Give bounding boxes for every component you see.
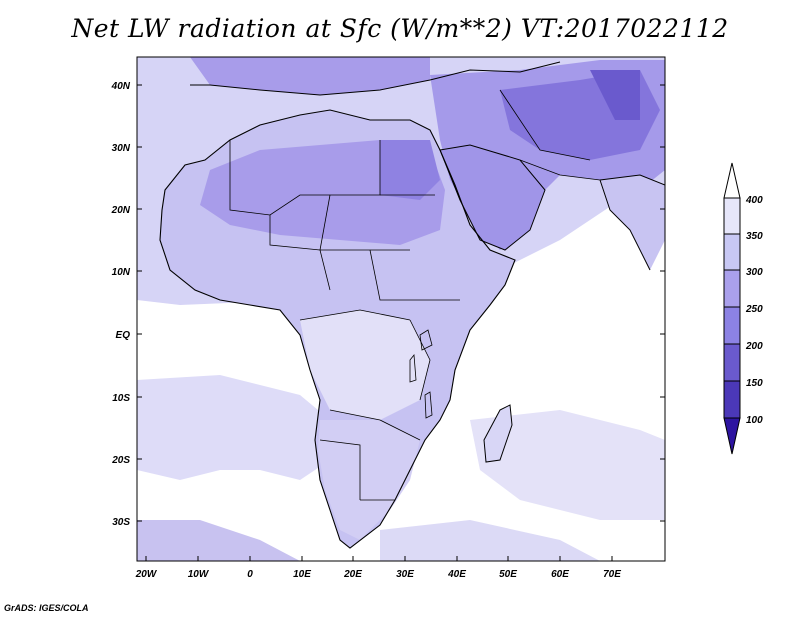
colorbar-bin-350-400 <box>723 197 741 235</box>
colorbar-label-250: 250 <box>745 304 763 315</box>
colorbar-bin-250-300 <box>723 269 741 308</box>
colorbar-label-400: 400 <box>745 195 763 206</box>
x-label-30e: 30E <box>396 569 414 580</box>
radiation-field-south-indian <box>470 410 665 520</box>
map-frame <box>136 56 666 562</box>
x-label-10e: 10E <box>293 569 311 580</box>
mediterranean-coastline <box>190 61 561 96</box>
y-label-20n: 20N <box>111 205 131 216</box>
x-label-70e: 70E <box>603 569 621 580</box>
india-coastline <box>599 174 665 271</box>
radiation-field-south-atlantic <box>137 375 330 480</box>
y-label-10s: 10S <box>112 393 130 404</box>
colorbar-top-arrow <box>723 162 741 199</box>
x-label-20w: 20W <box>135 569 158 580</box>
equatorial-zone <box>300 310 430 420</box>
map-title: Net LW radiation at Sfc (W/m**2) VT:2017… <box>71 14 729 43</box>
madagascar-landmass <box>484 405 512 462</box>
y-label-30s: 30S <box>112 517 130 528</box>
arabia-landmass <box>440 145 545 250</box>
country-borders <box>229 89 601 501</box>
radiation-field-southwest <box>137 520 300 561</box>
colorbar-label-150: 150 <box>746 378 763 389</box>
colorbar-label-350: 350 <box>746 231 763 242</box>
grads-credit: GrADS: IGES/COLA <box>4 603 89 613</box>
map-plot-area <box>137 57 665 561</box>
y-label-10n: 10N <box>112 267 131 278</box>
x-label-40e: 40E <box>447 569 466 580</box>
arabia-coastline <box>439 144 546 251</box>
egypt-sudan-zone <box>380 140 440 200</box>
x-label-0: 0 <box>247 569 253 580</box>
india-landmass <box>600 175 665 270</box>
y-label-eq: EQ <box>116 330 131 341</box>
colorbar: 400 350 300 250 200 150 100 <box>723 162 763 455</box>
x-label-50e: 50E <box>499 569 517 580</box>
colorbar-bin-200-250 <box>723 306 741 345</box>
central-asia-lowest <box>590 70 640 120</box>
y-label-40n: 40N <box>111 81 131 92</box>
colorbar-label-300: 300 <box>746 267 763 278</box>
colorbar-bin-100-150 <box>723 380 741 419</box>
colorbar-bottom-arrow <box>723 417 741 455</box>
x-label-10w: 10W <box>188 569 210 580</box>
colorbar-bin-300-350 <box>723 233 741 271</box>
x-label-20e: 20E <box>343 569 362 580</box>
radiation-field-southern-ocean <box>380 520 600 561</box>
colorbar-label-200: 200 <box>745 341 763 352</box>
y-axis: 40N 30N 20N 10N EQ 10S 20S 30S <box>111 81 665 528</box>
colorbar-label-100: 100 <box>746 415 763 426</box>
lakes <box>409 329 433 419</box>
x-label-60e: 60E <box>551 569 569 580</box>
southern-africa-zone <box>318 420 420 540</box>
x-axis: 20W 10W 0 10E 20E 30E 40E 50E 60E 70E <box>135 556 621 580</box>
europe-landmass <box>190 57 430 95</box>
madagascar-coastline <box>483 404 513 463</box>
africa-coastline <box>159 109 516 549</box>
colorbar-bin-150-200 <box>723 343 741 382</box>
y-label-30n: 30N <box>112 143 131 154</box>
y-label-20s: 20S <box>111 455 130 466</box>
